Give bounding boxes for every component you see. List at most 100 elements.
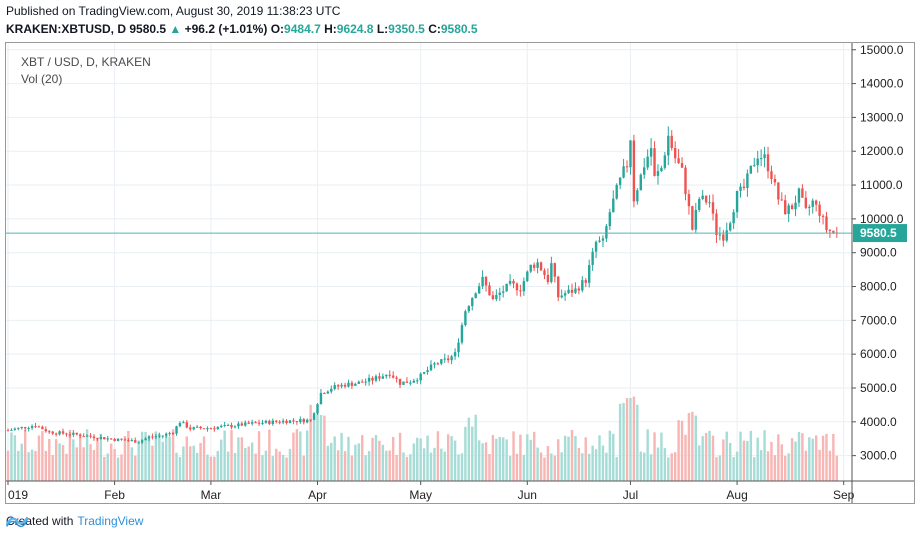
volume-bar xyxy=(811,438,814,481)
volume-bar xyxy=(629,397,632,481)
candle-body xyxy=(151,436,154,438)
volume-bar xyxy=(488,454,491,481)
volume-bar xyxy=(209,456,213,481)
volume-bar xyxy=(646,429,649,481)
candle-body xyxy=(770,171,773,179)
candle-body xyxy=(632,140,636,202)
candle-body xyxy=(546,274,550,283)
candle-body xyxy=(295,421,299,423)
candle-body xyxy=(577,288,581,291)
candle-body xyxy=(333,385,336,389)
volume-bar xyxy=(584,437,587,481)
volume-bar xyxy=(821,435,825,481)
candle-body xyxy=(711,202,715,214)
volume-bar xyxy=(323,415,326,481)
volume-bar xyxy=(316,409,319,481)
candle-body xyxy=(371,377,374,381)
volume-bar xyxy=(773,455,777,481)
volume-bar xyxy=(667,457,670,481)
volume-bar xyxy=(364,455,367,481)
volume-bar xyxy=(529,439,532,481)
volume-bar xyxy=(216,450,219,481)
chart-panel[interactable]: 9580.5 15000.0 14000.0 13000.0 12000.0 11000… xyxy=(5,42,915,504)
volume-bar xyxy=(464,426,467,481)
tradingview-brand[interactable]: TradingView xyxy=(77,514,144,528)
volume-bar xyxy=(405,456,409,481)
candle-body xyxy=(618,177,622,185)
volume-bar xyxy=(271,456,275,481)
volume-bar xyxy=(532,431,536,481)
y-tick-label: 8000.0 xyxy=(860,280,897,294)
candle-body xyxy=(340,384,343,387)
candle-body xyxy=(48,431,51,433)
candle-body xyxy=(673,148,677,159)
candle-body xyxy=(364,381,367,383)
candle-body xyxy=(622,166,625,178)
candle-body xyxy=(34,426,37,428)
volume-bar xyxy=(784,455,787,481)
volume-bar xyxy=(357,443,360,481)
last-price: 9580.5 xyxy=(129,22,167,36)
candle-body xyxy=(54,433,58,435)
candles xyxy=(6,126,839,445)
candle-body xyxy=(237,423,240,427)
y-tick-label: 10000.0 xyxy=(860,212,904,226)
candle-body xyxy=(450,356,453,361)
volume-bar xyxy=(526,434,529,481)
candle-body xyxy=(96,438,99,440)
candle-body xyxy=(780,199,783,201)
volume-bar xyxy=(299,431,302,481)
candle-body xyxy=(326,391,330,394)
candle-body xyxy=(82,436,85,438)
candle-body xyxy=(27,427,30,429)
candle-body xyxy=(209,428,213,430)
volume-bar xyxy=(123,435,127,481)
candle-body xyxy=(629,140,632,168)
volume-bar xyxy=(23,429,27,481)
volume-bar xyxy=(182,446,185,481)
volume-bar xyxy=(484,442,488,481)
tradingview-logo-icon xyxy=(6,516,28,528)
volume-bar xyxy=(199,443,202,481)
candle-body xyxy=(832,230,835,233)
candle-body xyxy=(171,433,175,435)
candle-body xyxy=(419,373,422,381)
volume-bar xyxy=(385,450,388,481)
candle-body xyxy=(271,420,275,424)
volume-bar xyxy=(58,443,61,481)
volume-bar xyxy=(89,444,92,481)
volume-bar xyxy=(361,435,364,481)
volume-bar xyxy=(144,431,147,481)
volume-bar xyxy=(37,435,41,481)
volume-bar xyxy=(302,455,305,481)
candle-body xyxy=(202,428,206,430)
volume-bar xyxy=(75,447,78,481)
price-chart[interactable]: 9580.5 15000.0 14000.0 13000.0 12000.0 11000… xyxy=(6,43,914,503)
candle-body xyxy=(422,372,426,374)
volume-bar xyxy=(670,453,673,481)
candle-body xyxy=(440,359,443,364)
candle-body xyxy=(220,425,223,428)
candle-body xyxy=(773,178,777,183)
volume-bar xyxy=(391,436,395,481)
volume-bar xyxy=(722,439,725,481)
volume-bar xyxy=(48,438,51,481)
candle-body xyxy=(216,427,219,430)
volume-bar xyxy=(27,452,30,481)
candle-body xyxy=(185,422,189,428)
volume-bar xyxy=(109,443,113,481)
volume-bar xyxy=(567,436,570,481)
candle-body xyxy=(639,174,642,191)
candle-body xyxy=(656,171,660,176)
candle-body xyxy=(495,295,498,299)
candle-body xyxy=(319,392,323,405)
volume-bar xyxy=(116,457,120,481)
volume-bar xyxy=(612,433,615,481)
volume-bar xyxy=(312,415,316,481)
volume-bar xyxy=(512,431,515,481)
candle-body xyxy=(591,251,594,265)
volume-bar xyxy=(374,434,378,481)
volume-bar xyxy=(825,433,828,481)
candle-body xyxy=(292,420,295,422)
candle-body xyxy=(412,380,416,383)
